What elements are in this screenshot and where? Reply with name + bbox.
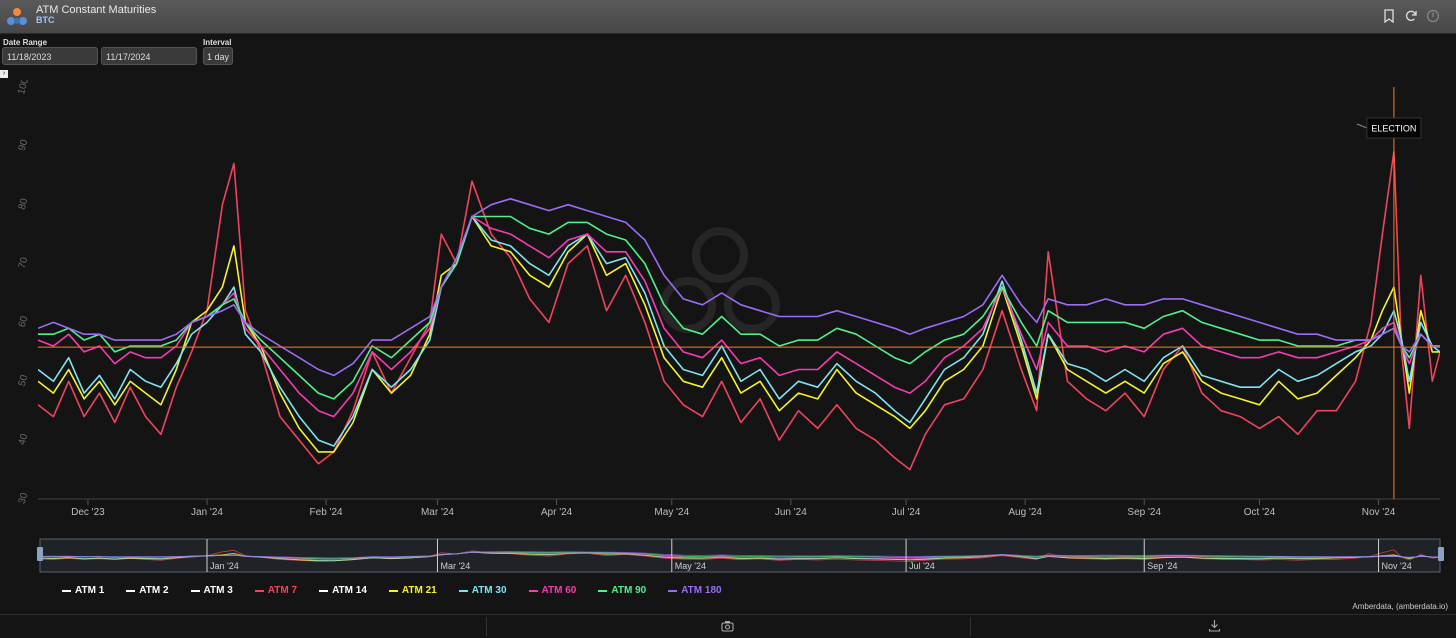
x-tick-label: Dec '23	[71, 507, 105, 518]
x-tick-label: Feb '24	[310, 507, 343, 518]
series-line-atm-180	[38, 198, 1440, 377]
navigator-tick-label: Jan '24	[210, 561, 239, 571]
legend-swatch	[190, 589, 200, 592]
bottom-toolbar	[0, 614, 1456, 638]
legend-label: ATM 30	[471, 585, 507, 596]
start-date-input[interactable]: 11/18/2023	[2, 47, 98, 65]
legend-swatch	[126, 589, 136, 592]
series-line-atm-21	[38, 215, 1440, 453]
y-tick-label: 80	[17, 197, 31, 211]
y-tick-label: 50	[17, 373, 31, 387]
refresh-icon[interactable]	[1404, 9, 1418, 23]
x-tick-label: Oct '24	[1244, 507, 1276, 518]
app-title: ATM Constant Maturities	[36, 4, 157, 16]
legend-label: ATM 60	[541, 585, 577, 596]
y-tick-label: 100	[16, 80, 31, 96]
legend-item-atm-3[interactable]: ATM 3	[190, 585, 233, 596]
navigator-tick-label: May '24	[675, 561, 706, 571]
legend-label: ATM 180	[681, 585, 722, 596]
asset-label: BTC	[36, 15, 55, 25]
election-annotation-label: ELECTION	[1371, 124, 1416, 134]
amberdata-logo-icon	[7, 8, 27, 25]
bookmark-icon[interactable]	[1382, 9, 1396, 23]
legend-label: ATM 1	[75, 585, 105, 596]
x-tick-label: Nov '24	[1362, 507, 1396, 518]
legend-item-atm-90[interactable]: ATM 90	[598, 585, 646, 596]
x-tick-label: Apr '24	[541, 507, 573, 518]
legend-item-atm-14[interactable]: ATM 14	[319, 585, 367, 596]
x-tick-label: Jun '24	[775, 507, 807, 518]
interval-select[interactable]: 1 day	[203, 47, 233, 65]
legend-swatch	[458, 589, 468, 592]
series-line-atm-7	[38, 150, 1440, 471]
election-annotation-box	[1366, 117, 1422, 139]
navigator-series-line	[40, 549, 1440, 562]
amberdata-watermark	[660, 227, 780, 333]
interval-label: Interval	[203, 38, 232, 47]
legend-item-atm-180[interactable]: ATM 180	[668, 585, 722, 596]
x-tick-label: Aug '24	[1008, 507, 1042, 518]
navigator-handle-left[interactable]	[37, 547, 43, 561]
legend-label: ATM 2	[139, 585, 169, 596]
legend-item-atm-60[interactable]: ATM 60	[528, 585, 577, 596]
y-tick-label: 30	[17, 491, 31, 505]
credit-text: Amberdata, (amberdata.io)	[1352, 602, 1448, 611]
legend-swatch	[388, 589, 398, 592]
y-tick-label: 70	[17, 256, 31, 270]
legend-swatch	[319, 589, 329, 592]
legend-swatch	[62, 589, 71, 592]
chart: 30 40 50 60 70 80 90 100 Dec '23 Jan '24 Feb '24 M…	[16, 80, 1444, 573]
series-line-atm-90	[38, 215, 1440, 400]
legend-label: ATM 90	[611, 585, 647, 596]
legend-swatch	[254, 589, 264, 592]
date-range-label: Date Range	[3, 38, 48, 47]
legend-item-atm-1[interactable]: ATM 1	[62, 585, 104, 596]
navigator-series-line	[40, 551, 1440, 559]
legend-label: ATM 7	[267, 585, 298, 596]
navigator-tick-label: Mar '24	[440, 561, 470, 571]
title-bar: ATM Constant Maturities BTC	[0, 0, 1456, 34]
x-tick-label: Mar '24	[421, 507, 454, 518]
legend-swatch	[598, 589, 608, 592]
download-icon[interactable]	[1208, 619, 1221, 632]
navigator-tick-label: Jul '24	[909, 561, 935, 571]
y-tick-label: 90	[17, 138, 31, 152]
navigator-series-line	[40, 551, 1440, 562]
legend-item-atm-7[interactable]: ATM 7	[254, 585, 298, 596]
legend-item-atm-21[interactable]: ATM 21	[388, 585, 437, 596]
info-icon[interactable]	[1426, 9, 1440, 23]
x-tick-label: Sep '24	[1127, 507, 1161, 518]
legend-item-atm-2[interactable]: ATM 2	[126, 585, 169, 596]
x-tick-label: Jan '24	[191, 507, 223, 518]
legend-label: ATM 3	[203, 585, 233, 596]
legend: ATM 1 ATM 2 ATM 3 ATM 7 ATM 14 ATM 21 ATM 30 AT…	[62, 585, 722, 596]
y-tick-label: 40	[17, 432, 31, 446]
navigator-tick-label: Nov '24	[1382, 561, 1412, 571]
camera-icon[interactable]	[721, 620, 734, 632]
collapse-toggle-icon[interactable]: ›	[0, 70, 8, 78]
legend-swatch	[528, 589, 538, 592]
navigator-handle-right[interactable]	[1438, 547, 1444, 561]
y-tick-label: 60	[17, 315, 31, 329]
legend-label: ATM 21	[401, 585, 437, 596]
legend-swatch	[668, 589, 678, 592]
x-tick-label: May '24	[654, 507, 689, 518]
x-tick-label: Jul '24	[892, 507, 921, 518]
annotation-pointer	[1356, 123, 1368, 129]
end-date-input[interactable]: 11/17/2024	[101, 47, 197, 65]
navigator-tick-label: Sep '24	[1147, 561, 1177, 571]
legend-item-atm-30[interactable]: ATM 30	[458, 585, 507, 596]
legend-label: ATM 14	[332, 585, 367, 596]
